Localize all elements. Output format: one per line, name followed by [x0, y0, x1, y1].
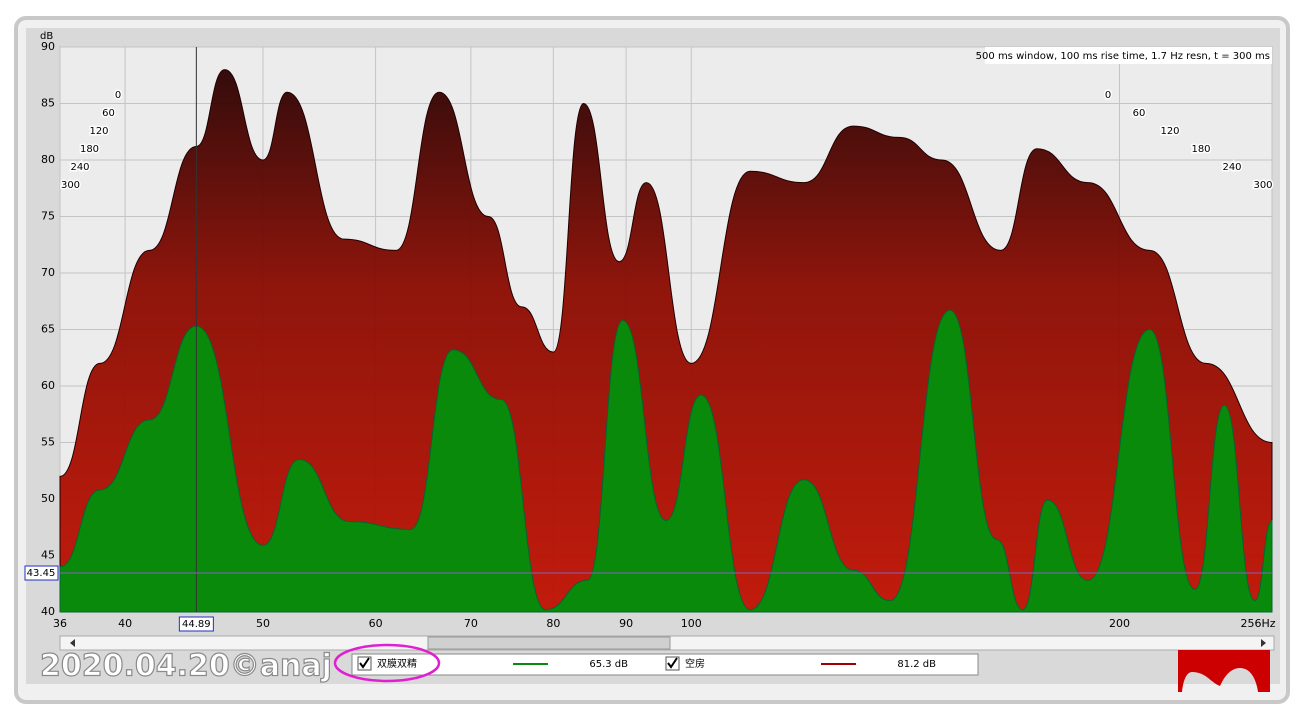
logo: [1178, 650, 1270, 692]
x-tick-label: 256Hz: [1240, 617, 1275, 630]
watermark: 2020.04.20©anaj: [40, 649, 332, 684]
depth-label-right: 120: [1160, 126, 1179, 137]
depth-label-left: 180: [80, 144, 99, 155]
x-tick-label: 200: [1109, 617, 1130, 630]
legend: [351, 653, 979, 676]
x-tick-label: 70: [464, 617, 478, 630]
legend-name: 双膜双精: [377, 657, 417, 670]
legend-readout: 81.2 dB: [897, 659, 936, 670]
y-tick-label: 50: [41, 492, 55, 505]
y-tick-label: 45: [41, 549, 55, 562]
depth-label-left: 60: [102, 108, 115, 119]
depth-label-right: 180: [1191, 144, 1210, 155]
y-tick-label: 90: [41, 40, 55, 53]
legend-name: 空房: [685, 657, 705, 670]
depth-label-left: 0: [115, 90, 121, 101]
depth-label-right: 300: [1253, 180, 1272, 191]
x-tick-label: 60: [369, 617, 383, 630]
depth-label-right: 60: [1133, 108, 1146, 119]
y-tick-label: 65: [41, 323, 55, 336]
annotation: 500 ms window, 100 ms rise time, 1.7 Hz …: [976, 51, 1270, 62]
scrollbar-thumb[interactable]: [427, 636, 671, 650]
legend-check[interactable]: [359, 657, 370, 669]
x-tick-label: 40: [118, 617, 132, 630]
series-area: [59, 309, 1273, 613]
y-tick-label: 80: [41, 153, 55, 166]
legend-readout: 65.3 dB: [589, 659, 628, 670]
cursor-y-box: [24, 565, 59, 581]
y-axis-label: dB: [40, 31, 53, 42]
y-tick-label: 70: [41, 266, 55, 279]
x-tick-label: 100: [681, 617, 702, 630]
y-tick-label: 40: [41, 605, 55, 618]
x-tick-label: 90: [619, 617, 633, 630]
scroll-right[interactable]: [1261, 639, 1266, 647]
depth-label-left: 120: [89, 126, 108, 137]
y-tick-label: 55: [41, 436, 55, 449]
legend-items: 双膜双精 65.3 dB 空房 81.2 dB: [357, 656, 936, 671]
x-tick-label: 50: [256, 617, 270, 630]
scroll-left[interactable]: [70, 639, 75, 647]
depth-label-right: 240: [1222, 162, 1241, 173]
y-tick-label: 85: [41, 97, 55, 110]
marks: [59, 47, 1273, 613]
y-tick-label: 75: [41, 210, 55, 223]
cursor-x-label: 44.89: [182, 619, 211, 630]
depth-label-left: 240: [70, 162, 89, 173]
depth-label-left: 300: [61, 180, 80, 191]
depth-label-right: 0: [1105, 90, 1111, 101]
cursor-x-box: [178, 616, 214, 632]
x-tick-label: 80: [546, 617, 560, 630]
annotation-box: [985, 47, 1272, 64]
legend-check[interactable]: [667, 657, 678, 669]
cursor-y-label: 43.45: [27, 568, 56, 579]
x-tick-label: 36: [53, 617, 67, 630]
y-tick-label: 60: [41, 379, 55, 392]
highlight-circle: [333, 643, 441, 683]
